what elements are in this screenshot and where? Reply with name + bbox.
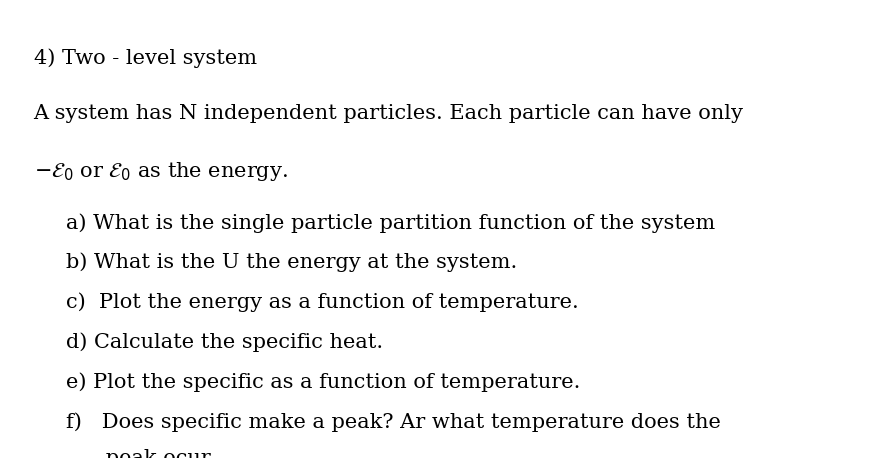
Text: f)   Does specific make a peak? Ar what temperature does the: f) Does specific make a peak? Ar what te… xyxy=(66,412,721,432)
Text: $-\mathcal{E}_0$ or $\mathcal{E}_0$ as the energy.: $-\mathcal{E}_0$ or $\mathcal{E}_0$ as t… xyxy=(34,160,288,183)
Text: c)  Plot the energy as a function of temperature.: c) Plot the energy as a function of temp… xyxy=(66,293,579,312)
Text: A system has N independent particles. Each particle can have only: A system has N independent particles. Ea… xyxy=(34,104,744,123)
Text: d) Calculate the specific heat.: d) Calculate the specific heat. xyxy=(66,333,384,352)
Text: b) What is the U the energy at the system.: b) What is the U the energy at the syste… xyxy=(66,253,518,273)
Text: a) What is the single particle partition function of the system: a) What is the single particle partition… xyxy=(66,213,715,233)
Text: peak ocur.: peak ocur. xyxy=(66,449,215,458)
Text: e) Plot the specific as a function of temperature.: e) Plot the specific as a function of te… xyxy=(66,372,580,392)
Text: 4) Two - level system: 4) Two - level system xyxy=(34,48,257,68)
